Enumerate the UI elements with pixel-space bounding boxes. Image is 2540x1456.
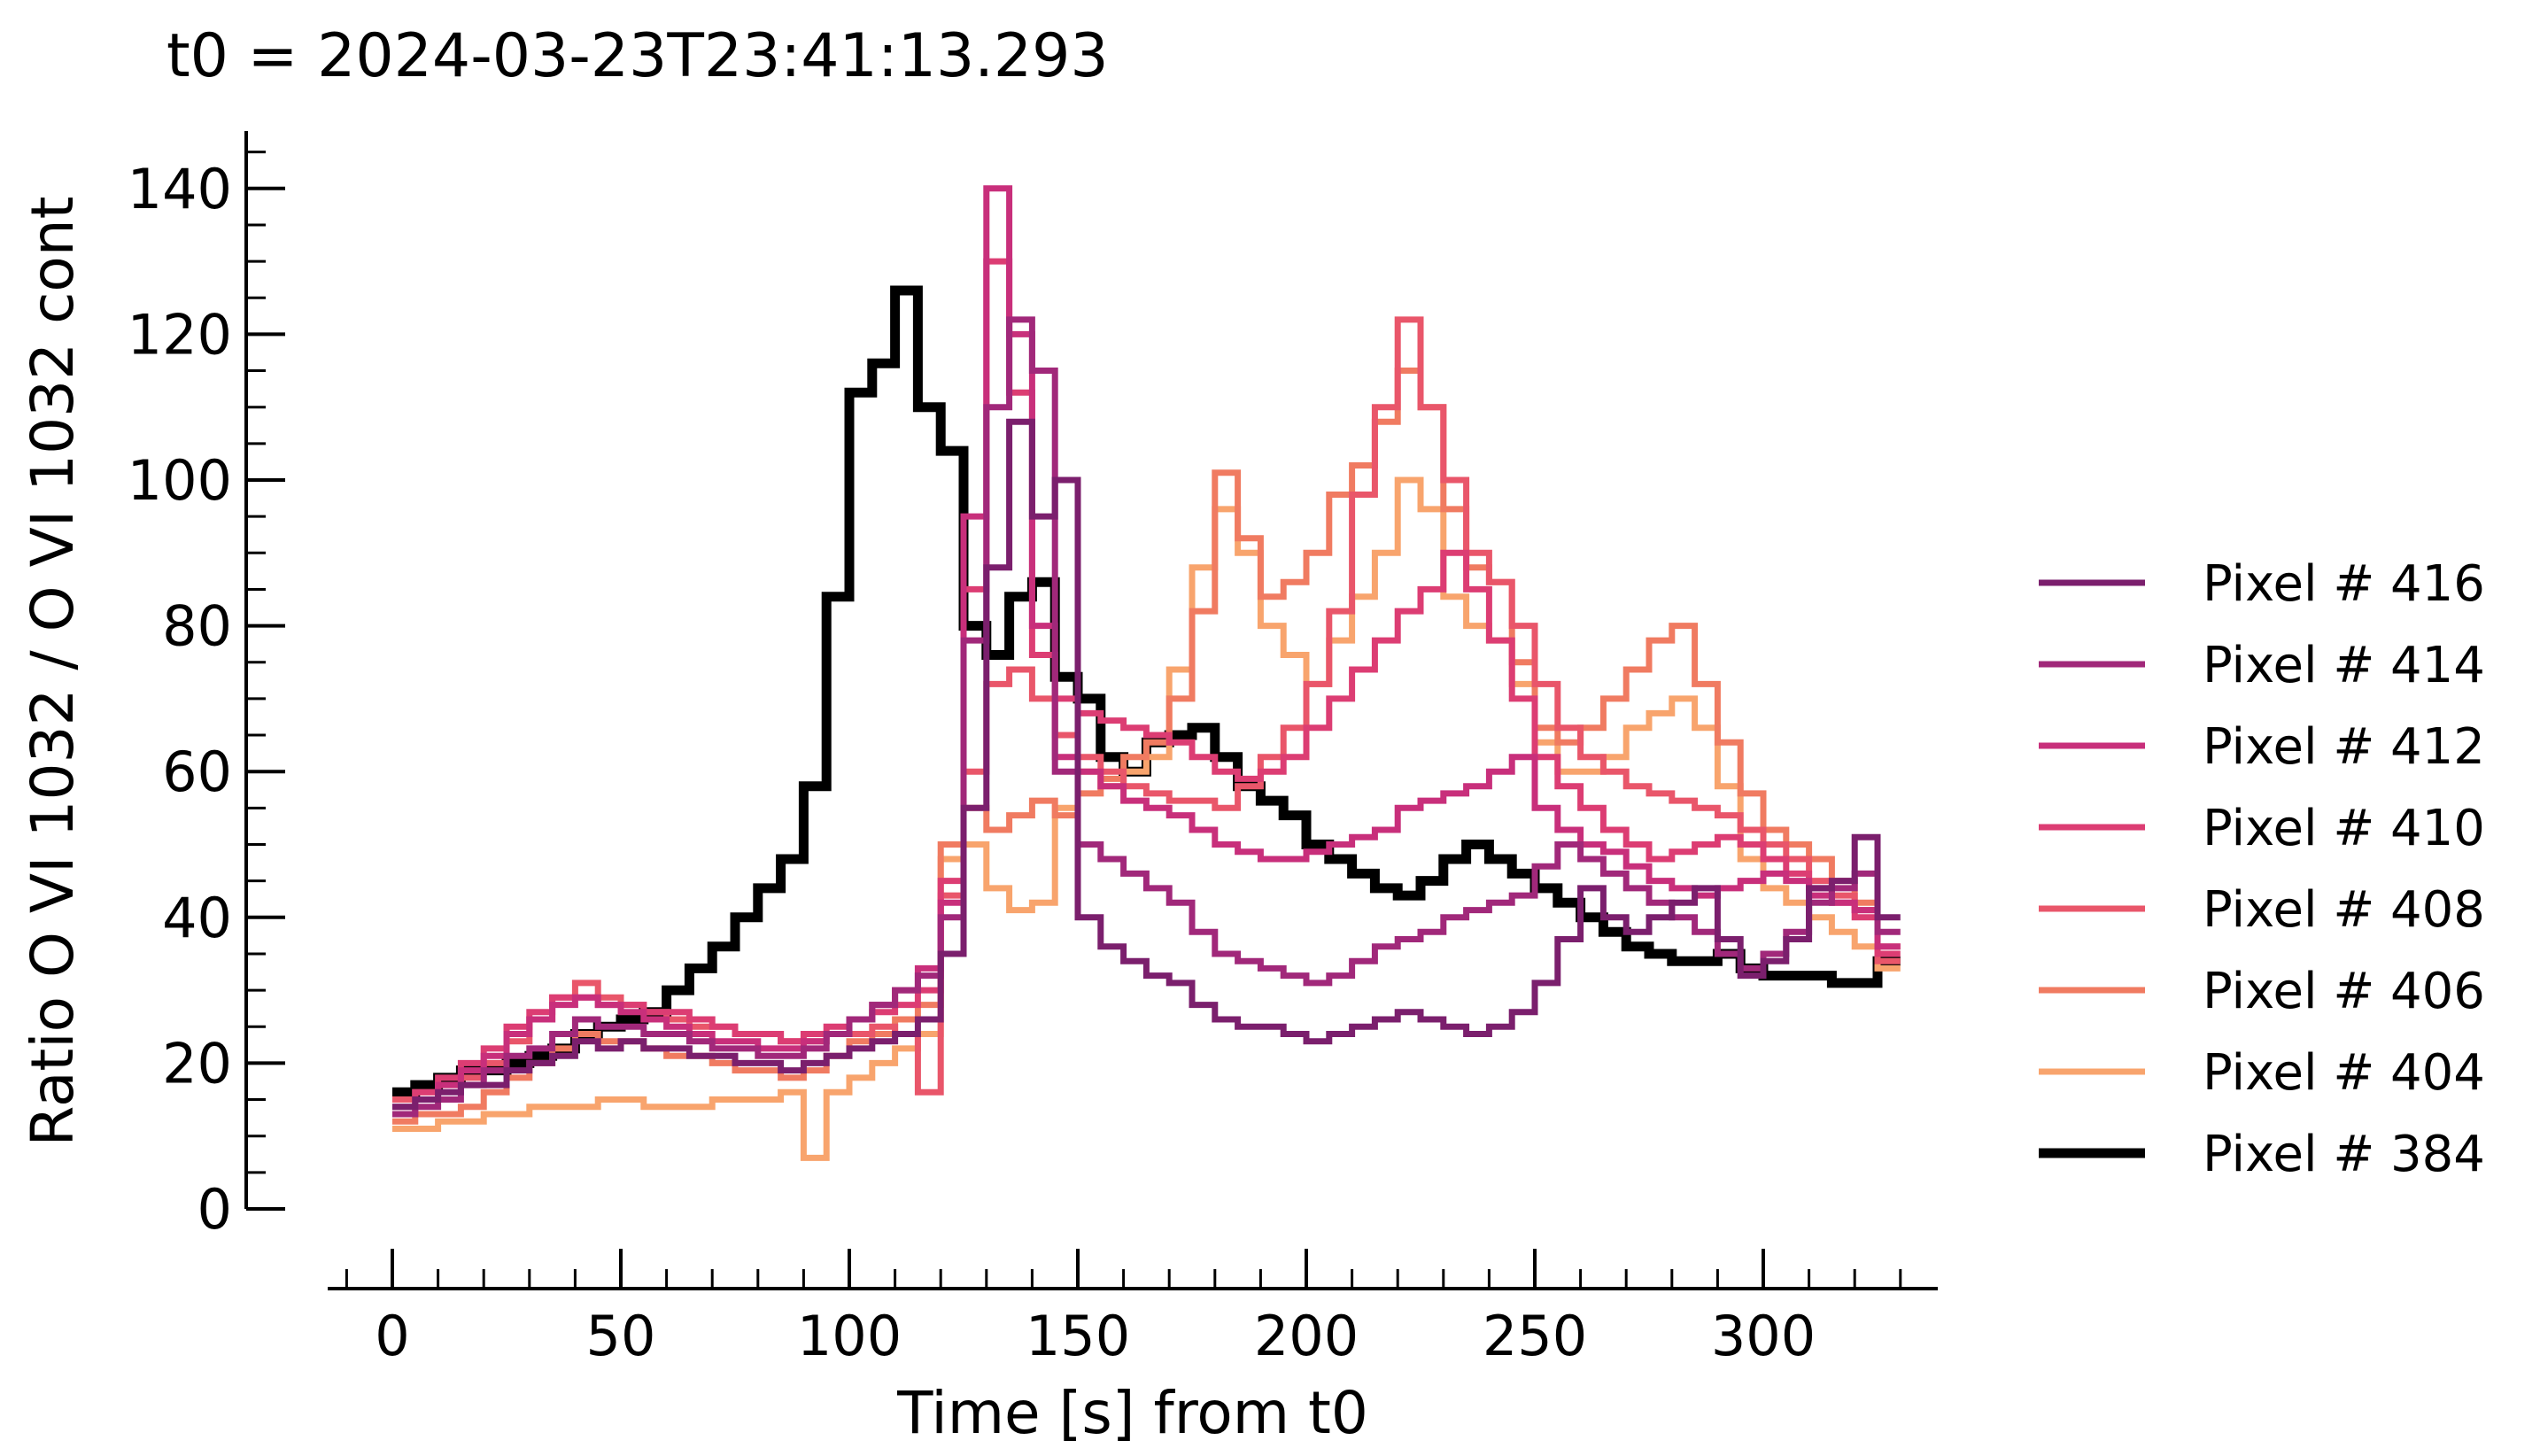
x-tick-label: 50 bbox=[586, 1304, 656, 1368]
y-tick-label: 80 bbox=[162, 594, 232, 659]
y-axis-label: Ratio O VI 1032 / O VI 1032 cont bbox=[19, 197, 87, 1147]
x-tick-label: 200 bbox=[1254, 1304, 1359, 1368]
legend-entry-label: Pixel # 406 bbox=[2203, 963, 2485, 1020]
y-tick-label: 40 bbox=[162, 886, 232, 950]
x-axis-label: Time [s] from t0 bbox=[896, 1379, 1368, 1447]
y-tick-label: 120 bbox=[128, 302, 232, 367]
y-tick-label: 140 bbox=[128, 157, 232, 221]
plot-area bbox=[392, 185, 1901, 1161]
legend: Pixel # 416 Pixel # 414 Pixel # 412 Pixel #… bbox=[2039, 555, 2485, 1183]
y-tick-label: 0 bbox=[197, 1177, 232, 1242]
y-tick-label: 60 bbox=[162, 740, 232, 804]
x-tick-label: 150 bbox=[1026, 1304, 1130, 1368]
x-tick-label: 0 bbox=[375, 1304, 409, 1368]
x-ticks: 0 50 100 150 200 250 300 bbox=[345, 1249, 1902, 1368]
x-tick-label: 300 bbox=[1711, 1304, 1816, 1368]
legend-entry-label: Pixel # 414 bbox=[2203, 637, 2485, 694]
legend-entry-label: Pixel # 404 bbox=[2203, 1044, 2485, 1102]
series-line bbox=[392, 258, 1901, 1111]
legend-entry-label: Pixel # 416 bbox=[2203, 555, 2485, 613]
series-line bbox=[392, 185, 1901, 1118]
series-line bbox=[392, 316, 1901, 1118]
x-tick-label: 100 bbox=[797, 1304, 902, 1368]
chart-title: t0 = 2024-03-23T23:41:13.293 bbox=[166, 21, 1109, 91]
y-ticks: 0 20 40 60 80 100 120 140 bbox=[128, 151, 285, 1242]
y-tick-label: 100 bbox=[128, 448, 232, 513]
series-line bbox=[392, 418, 1901, 1111]
legend-entry-label: Pixel # 384 bbox=[2203, 1126, 2485, 1183]
x-tick-label: 250 bbox=[1483, 1304, 1587, 1368]
legend-entry-label: Pixel # 412 bbox=[2203, 718, 2485, 776]
y-tick-label: 20 bbox=[162, 1031, 232, 1096]
legend-entry-label: Pixel # 408 bbox=[2203, 881, 2485, 939]
series-line bbox=[392, 476, 1901, 1161]
legend-entry-label: Pixel # 410 bbox=[2203, 800, 2485, 857]
